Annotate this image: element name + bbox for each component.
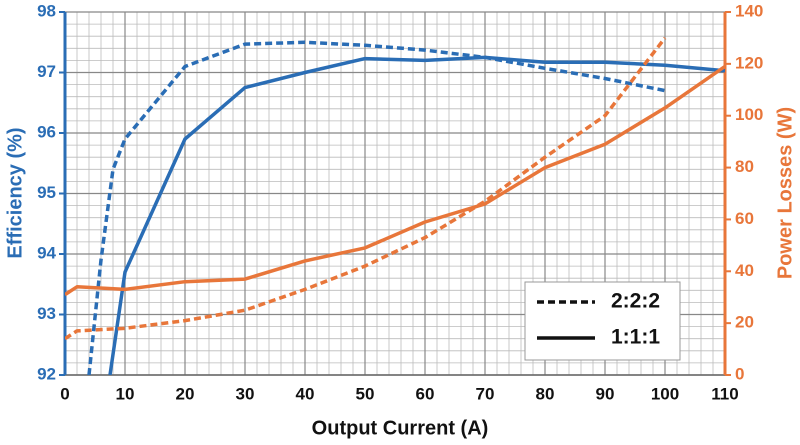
- y-tick-label: 96: [37, 122, 56, 141]
- y-tick-label: 98: [37, 1, 56, 20]
- y-tick-label: 97: [37, 62, 56, 81]
- y2-axis-title: Power Losses (W): [774, 107, 796, 279]
- y-tick-label: 95: [37, 183, 56, 202]
- legend-label: 2:2:2: [611, 290, 660, 313]
- y-tick-label: 93: [37, 304, 56, 323]
- x-tick-label: 80: [536, 384, 555, 403]
- y2-tick-label: 60: [735, 209, 754, 228]
- y2-tick-label: 100: [735, 105, 763, 124]
- y-tick-label: 94: [37, 243, 56, 262]
- y2-tick-label: 20: [735, 313, 754, 332]
- x-tick-label: 100: [651, 384, 679, 403]
- x-axis-title: Output Current (A): [312, 417, 489, 439]
- y-tick-label: 92: [37, 364, 56, 383]
- y2-tick-label: 80: [735, 157, 754, 176]
- y2-tick-label: 120: [735, 53, 763, 72]
- x-tick-label: 40: [296, 384, 315, 403]
- series-line: [65, 64, 725, 297]
- plot-lines: [65, 36, 725, 375]
- x-tick-label: 10: [116, 384, 135, 403]
- x-tick-label: 0: [60, 384, 69, 403]
- series-line: [87, 40, 666, 375]
- y2-tick-label: 140: [735, 1, 763, 20]
- y2-tick-label: 0: [735, 364, 744, 383]
- series-line: [65, 36, 667, 341]
- x-tick-label: 110: [711, 384, 738, 403]
- x-tick-label: 70: [476, 384, 495, 403]
- legend-label: 1:1:1: [611, 326, 660, 349]
- x-tick-label: 50: [356, 384, 375, 403]
- x-tick-label: 90: [596, 384, 615, 403]
- x-tick-label: 20: [176, 384, 195, 403]
- series-line: [108, 55, 725, 375]
- y-axis-title: Efficiency (%): [4, 127, 26, 258]
- x-tick-label: 60: [416, 384, 435, 403]
- y2-tick-label: 40: [735, 261, 754, 280]
- legend-box: [524, 281, 681, 361]
- x-tick-label: 30: [236, 384, 255, 403]
